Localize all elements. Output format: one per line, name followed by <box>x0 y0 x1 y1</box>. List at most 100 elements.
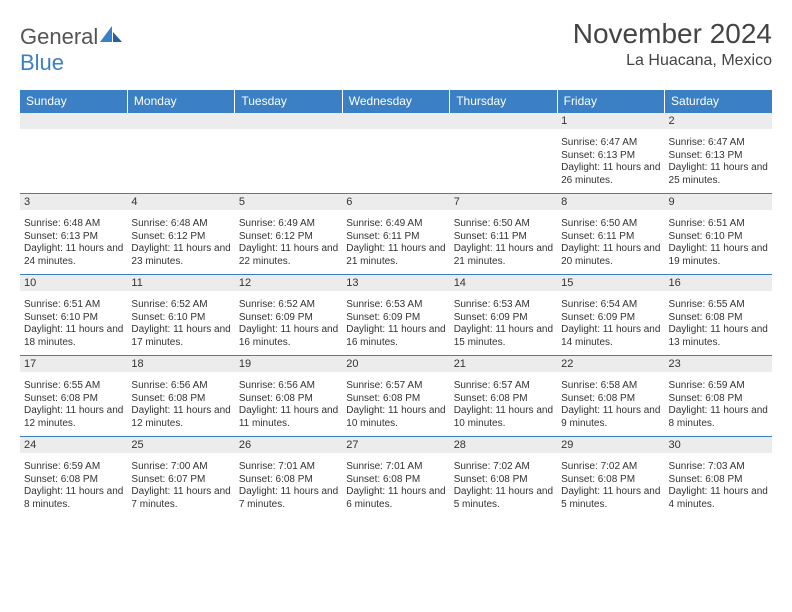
day-cell: Sunrise: 6:50 AMSunset: 6:11 PMDaylight:… <box>557 216 664 275</box>
day-cell: Sunrise: 6:47 AMSunset: 6:13 PMDaylight:… <box>665 135 772 194</box>
day-cell: Sunrise: 6:51 AMSunset: 6:10 PMDaylight:… <box>20 297 127 356</box>
daylight-text: Daylight: 11 hours and 16 minutes. <box>346 324 445 349</box>
day-cell <box>450 135 557 194</box>
calendar-table: Sunday Monday Tuesday Wednesday Thursday… <box>20 90 772 517</box>
day-number: 12 <box>235 275 342 291</box>
day-number-cell: 16 <box>665 275 772 298</box>
day-number-cell: 4 <box>127 194 234 217</box>
day-cell: Sunrise: 6:52 AMSunset: 6:09 PMDaylight:… <box>235 297 342 356</box>
day-number: 13 <box>342 275 449 291</box>
day-number-cell: 15 <box>557 275 664 298</box>
sunrise-text: Sunrise: 7:03 AM <box>669 461 768 474</box>
day-content-row: Sunrise: 6:51 AMSunset: 6:10 PMDaylight:… <box>20 297 772 356</box>
day-number: 23 <box>665 356 772 372</box>
day-number-cell: 17 <box>20 356 127 379</box>
day-number-cell: 5 <box>235 194 342 217</box>
day-number: 22 <box>557 356 664 372</box>
day-cell: Sunrise: 6:56 AMSunset: 6:08 PMDaylight:… <box>127 378 234 437</box>
sunrise-text: Sunrise: 6:54 AM <box>561 299 660 312</box>
day-number-row: 24252627282930 <box>20 437 772 460</box>
daylight-text: Daylight: 11 hours and 6 minutes. <box>346 486 445 511</box>
sunrise-text: Sunrise: 6:55 AM <box>24 380 123 393</box>
month-title: November 2024 <box>573 18 772 50</box>
daylight-text: Daylight: 11 hours and 18 minutes. <box>24 324 123 349</box>
weekday-header: Sunday <box>20 90 127 113</box>
day-cell: Sunrise: 6:48 AMSunset: 6:12 PMDaylight:… <box>127 216 234 275</box>
day-number <box>20 113 127 129</box>
day-cell: Sunrise: 6:59 AMSunset: 6:08 PMDaylight:… <box>20 459 127 517</box>
day-number-cell: 18 <box>127 356 234 379</box>
sunrise-text: Sunrise: 6:56 AM <box>131 380 230 393</box>
sunset-text: Sunset: 6:09 PM <box>239 312 338 325</box>
sunrise-text: Sunrise: 7:02 AM <box>561 461 660 474</box>
day-number: 28 <box>450 437 557 453</box>
sunset-text: Sunset: 6:08 PM <box>346 474 445 487</box>
sunset-text: Sunset: 6:13 PM <box>561 150 660 163</box>
sunrise-text: Sunrise: 6:52 AM <box>131 299 230 312</box>
day-number-cell <box>20 113 127 136</box>
daylight-text: Daylight: 11 hours and 15 minutes. <box>454 324 553 349</box>
sunrise-text: Sunrise: 6:48 AM <box>24 218 123 231</box>
daylight-text: Daylight: 11 hours and 5 minutes. <box>561 486 660 511</box>
daylight-text: Daylight: 11 hours and 19 minutes. <box>669 243 768 268</box>
day-number: 3 <box>20 194 127 210</box>
day-number: 17 <box>20 356 127 372</box>
day-number-cell <box>127 113 234 136</box>
sunrise-text: Sunrise: 6:47 AM <box>669 137 768 150</box>
sunrise-text: Sunrise: 6:58 AM <box>561 380 660 393</box>
sunset-text: Sunset: 6:08 PM <box>561 393 660 406</box>
day-number-cell: 29 <box>557 437 664 460</box>
sunset-text: Sunset: 6:08 PM <box>346 393 445 406</box>
day-number-cell <box>235 113 342 136</box>
logo-text: General Blue <box>20 24 124 76</box>
sunset-text: Sunset: 6:08 PM <box>239 474 338 487</box>
sunset-text: Sunset: 6:08 PM <box>131 393 230 406</box>
daylight-text: Daylight: 11 hours and 22 minutes. <box>239 243 338 268</box>
sunrise-text: Sunrise: 7:01 AM <box>239 461 338 474</box>
day-number: 15 <box>557 275 664 291</box>
daylight-text: Daylight: 11 hours and 23 minutes. <box>131 243 230 268</box>
daylight-text: Daylight: 11 hours and 25 minutes. <box>669 162 768 187</box>
day-content-row: Sunrise: 6:47 AM Sunset: 6:13 PM Daylight:… <box>20 135 772 194</box>
day-number: 5 <box>235 194 342 210</box>
daylight-text: Daylight: 11 hours and 9 minutes. <box>561 405 660 430</box>
sunset-text: Sunset: 6:08 PM <box>24 474 123 487</box>
day-number-cell: 9 <box>665 194 772 217</box>
daylight-text: Daylight: 11 hours and 4 minutes. <box>669 486 768 511</box>
day-cell <box>127 135 234 194</box>
day-number: 29 <box>557 437 664 453</box>
day-number-cell: 11 <box>127 275 234 298</box>
sunset-text: Sunset: 6:09 PM <box>454 312 553 325</box>
day-cell: Sunrise: 6:53 AMSunset: 6:09 PMDaylight:… <box>450 297 557 356</box>
daylight-text: Daylight: 11 hours and 21 minutes. <box>454 243 553 268</box>
day-number: 25 <box>127 437 234 453</box>
daylight-text: Daylight: 11 hours and 11 minutes. <box>239 405 338 430</box>
day-number: 4 <box>127 194 234 210</box>
day-number-cell: 12 <box>235 275 342 298</box>
daylight-text: Daylight: 11 hours and 10 minutes. <box>346 405 445 430</box>
day-number-cell: 20 <box>342 356 449 379</box>
day-number: 10 <box>20 275 127 291</box>
weekday-header: Monday <box>127 90 234 113</box>
sunset-text: Sunset: 6:08 PM <box>454 393 553 406</box>
sunset-text: Sunset: 6:09 PM <box>346 312 445 325</box>
sunset-text: Sunset: 6:11 PM <box>346 231 445 244</box>
day-number: 19 <box>235 356 342 372</box>
day-content-row: Sunrise: 6:55 AMSunset: 6:08 PMDaylight:… <box>20 378 772 437</box>
day-cell: Sunrise: 6:56 AMSunset: 6:08 PMDaylight:… <box>235 378 342 437</box>
daylight-text: Daylight: 11 hours and 10 minutes. <box>454 405 553 430</box>
header: General Blue November 2024 La Huacana, M… <box>20 18 772 76</box>
day-cell: Sunrise: 6:47 AMSunset: 6:13 PMDaylight:… <box>557 135 664 194</box>
day-number <box>127 113 234 129</box>
day-number: 18 <box>127 356 234 372</box>
location: La Huacana, Mexico <box>573 52 772 70</box>
daylight-text: Daylight: 11 hours and 8 minutes. <box>669 405 768 430</box>
title-block: November 2024 La Huacana, Mexico <box>573 18 772 70</box>
sunrise-text: Sunrise: 6:57 AM <box>346 380 445 393</box>
sunset-text: Sunset: 6:10 PM <box>131 312 230 325</box>
day-number-cell: 8 <box>557 194 664 217</box>
day-number: 20 <box>342 356 449 372</box>
sunrise-text: Sunrise: 7:00 AM <box>131 461 230 474</box>
sunset-text: Sunset: 6:08 PM <box>669 393 768 406</box>
sunset-text: Sunset: 6:11 PM <box>454 231 553 244</box>
